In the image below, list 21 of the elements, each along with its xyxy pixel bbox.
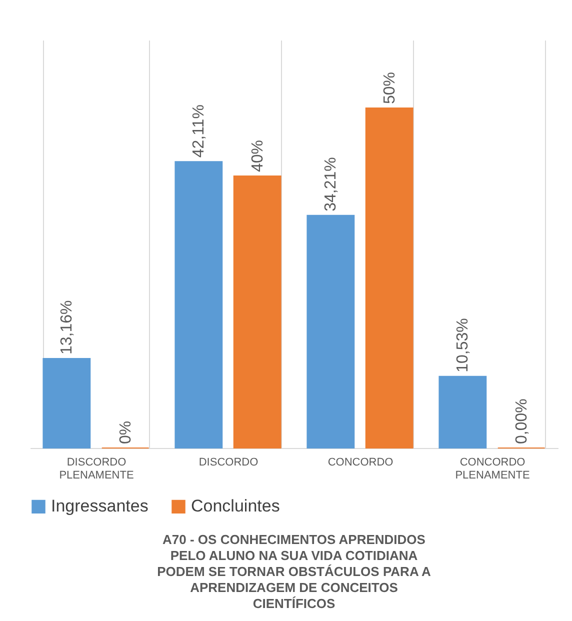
x-tick-label: DISCORDO PLENAMENTE xyxy=(59,456,134,482)
bar xyxy=(174,161,223,448)
data-label: 40% xyxy=(249,140,266,172)
legend-label: Ingressantes xyxy=(51,496,148,516)
legend-label: Concluintes xyxy=(191,496,280,516)
text: A70 - OS CONHECIMENTOS APRENDIDOS PELO ALUNO NA SUA VIDA COTIDIANA PODEM SE TORNAR OBSTÁCULOS PARA A APRENDIZAGEM DE CONCEITOS CIENTÍFICOS xyxy=(157,532,432,611)
bar xyxy=(306,214,355,448)
bar xyxy=(42,358,91,448)
data-label: 10,53% xyxy=(454,318,472,372)
data-label: 0% xyxy=(117,420,134,444)
bar xyxy=(365,108,414,448)
x-tick-label: CONCORDO PLENAMENTE xyxy=(455,456,530,482)
data-label: 50% xyxy=(381,72,398,104)
bar xyxy=(438,376,487,448)
data-label: 13,16% xyxy=(58,300,76,355)
data-label: 34,21% xyxy=(322,157,340,212)
data-label: 42,11% xyxy=(190,104,208,158)
bar xyxy=(233,176,282,448)
x-tick-label: CONCORDO xyxy=(328,456,394,468)
x-tick-label: DISCORDO xyxy=(198,456,259,468)
data-label: 0,00% xyxy=(513,398,530,444)
